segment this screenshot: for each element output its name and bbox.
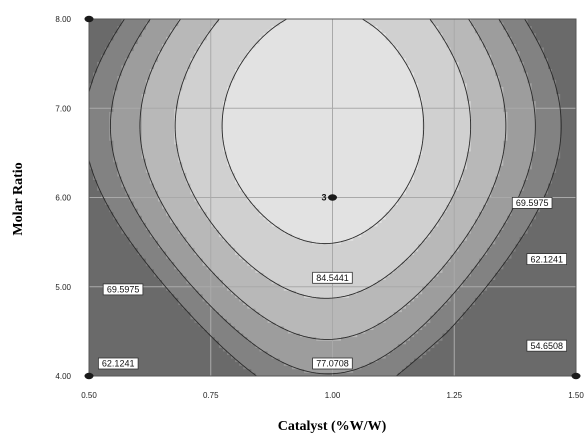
x-tick-label: 1.50 (568, 391, 584, 400)
x-tick-label: 0.50 (81, 391, 97, 400)
contour-label-box (526, 339, 568, 352)
contour-label-box (511, 196, 553, 209)
contour-labels: 62.1241 69.5975 77.0708 84.5441 69.5975 62.12… (98, 196, 568, 370)
x-axis-ticks: 0.50 0.75 1.00 1.25 1.50 (81, 391, 584, 400)
design-point-marker (328, 194, 337, 201)
contour-value-label: 62.1241 (526, 253, 568, 266)
contour-line (89, 19, 562, 376)
contour-line (174, 19, 472, 299)
contour-label-box (102, 283, 144, 296)
y-tick-label: 7.00 (55, 104, 71, 113)
contour-value-label: 69.5975 (511, 196, 553, 209)
x-tick-label: 1.25 (446, 391, 462, 400)
y-tick-label: 8.00 (55, 15, 71, 24)
design-point-count-label: 3 (321, 193, 326, 203)
contour-label-text: 62.1241 (531, 254, 564, 264)
contour-label-text: 62.1241 (102, 359, 135, 369)
contour-line (109, 19, 536, 375)
y-axis-title: Molar Ratio (11, 162, 26, 235)
contour-value-label: 84.5441 (312, 271, 353, 284)
contour-label-text: 69.5975 (516, 198, 549, 208)
contour-label-box (312, 271, 353, 284)
contour-value-label: 54.6508 (526, 339, 568, 352)
contour-line (139, 19, 507, 340)
contour-value-label: 69.5975 (102, 283, 144, 296)
x-axis-title: Catalyst (%W/W) (278, 419, 387, 434)
contour-label-box (98, 357, 139, 370)
contour-lines (89, 19, 562, 376)
contour-label-box (526, 253, 568, 266)
contour-label-box (312, 357, 353, 370)
y-tick-label: 6.00 (55, 194, 71, 203)
design-point-marker (84, 372, 94, 380)
contour-line (221, 19, 425, 245)
x-tick-label: 0.75 (203, 391, 219, 400)
contour-value-label: 62.1241 (98, 357, 139, 370)
y-tick-label: 5.00 (55, 283, 71, 292)
design-point-marker (571, 372, 581, 380)
contour-band (222, 19, 423, 245)
contour-label-text: 77.0708 (316, 359, 349, 369)
design-points: 3 (84, 15, 581, 380)
contour-value-label: 77.0708 (312, 357, 353, 370)
plot-frame (88, 18, 577, 377)
contour-label-text: 69.5975 (107, 285, 140, 295)
contour-label-text: 84.5441 (316, 273, 349, 283)
y-tick-label: 4.00 (55, 372, 71, 381)
y-axis-ticks: 4.00 5.00 6.00 7.00 8.00 (55, 15, 71, 381)
design-point-marker (84, 15, 94, 23)
x-tick-label: 1.00 (325, 391, 341, 400)
contour-label-text: 54.6508 (531, 341, 564, 351)
